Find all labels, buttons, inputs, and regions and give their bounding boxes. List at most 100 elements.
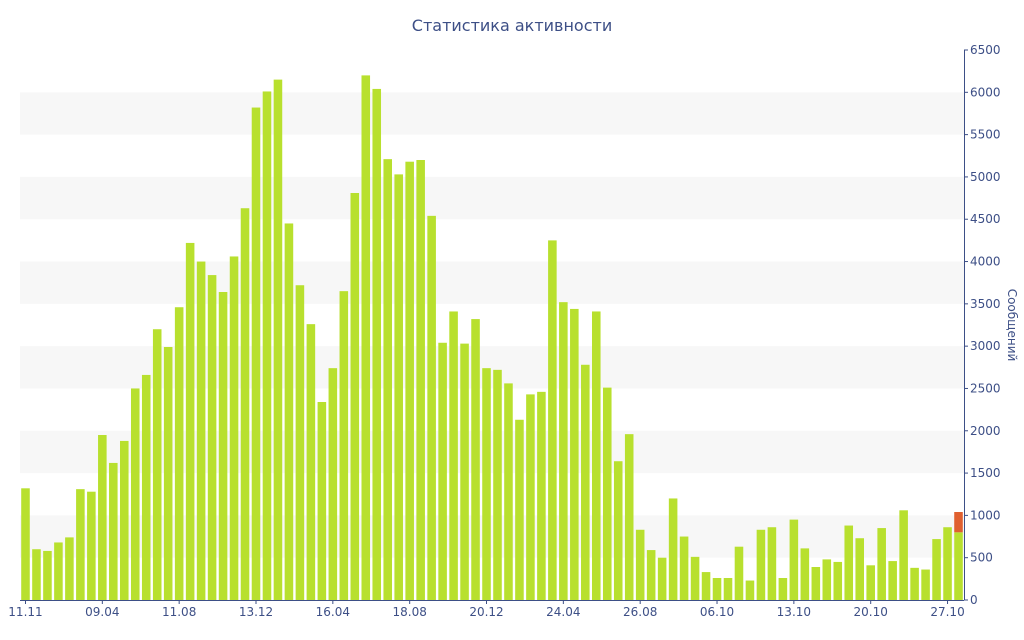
bar — [866, 565, 875, 600]
bar — [372, 88, 382, 600]
bar — [328, 368, 338, 600]
bar — [515, 419, 524, 600]
bar — [163, 347, 173, 600]
bar — [493, 369, 502, 600]
x-tick-label: 11.11 — [8, 605, 42, 619]
bar — [98, 435, 107, 600]
y-tick-label: 4500 — [970, 212, 1001, 226]
y-tick-label: 3000 — [970, 339, 1001, 353]
bar — [218, 292, 228, 600]
bar — [767, 527, 777, 600]
bar — [668, 498, 678, 600]
bar — [251, 107, 261, 601]
bar — [635, 529, 645, 600]
bar — [910, 567, 919, 600]
grid-band — [20, 261, 964, 304]
x-tick-label: 18.08 — [392, 605, 426, 619]
bar — [262, 91, 272, 600]
bar — [185, 242, 195, 600]
bar — [350, 193, 360, 600]
bar — [679, 536, 689, 600]
bar — [471, 319, 480, 600]
bar — [646, 550, 656, 600]
bar — [240, 208, 250, 600]
bar — [613, 461, 623, 600]
bar — [76, 489, 85, 600]
bar — [778, 578, 788, 600]
bar — [306, 324, 316, 600]
bar — [449, 311, 458, 600]
bar — [109, 462, 118, 600]
y-tick-label: 0 — [970, 593, 978, 607]
x-tick-label: 24.04 — [546, 605, 580, 619]
x-tick-label: 20.10 — [854, 605, 888, 619]
bar — [734, 546, 744, 600]
x-tick-label: 11.08 — [162, 605, 196, 619]
grid-bands — [20, 92, 964, 558]
y-tick-label: 500 — [970, 551, 993, 565]
bar — [504, 383, 513, 600]
grid-band — [20, 430, 964, 474]
y-axis-title: Сообщений — [1005, 289, 1019, 362]
bar — [119, 440, 129, 600]
x-tick-label: 09.04 — [85, 605, 119, 619]
bar — [54, 542, 63, 600]
bar — [130, 388, 140, 600]
bar — [559, 302, 568, 600]
bars — [21, 75, 963, 601]
bar — [921, 569, 930, 600]
bar — [196, 261, 206, 600]
bar — [855, 538, 865, 600]
bar — [932, 539, 941, 600]
bar — [295, 285, 305, 600]
x-tick-label: 13.10 — [777, 605, 811, 619]
bar — [723, 578, 733, 600]
y-tick-label: 5500 — [970, 128, 1001, 142]
bar — [844, 525, 854, 600]
x-tick-label: 20.12 — [469, 605, 503, 619]
bar — [394, 174, 403, 600]
x-tick-label: 27.10 — [930, 605, 964, 619]
bar — [888, 561, 897, 600]
bar — [822, 559, 832, 600]
bar — [899, 510, 908, 600]
bar — [690, 556, 700, 600]
bar — [602, 387, 612, 600]
bar — [537, 391, 546, 600]
y-tick-label: 1000 — [970, 508, 1001, 522]
y-tick-label: 4000 — [970, 255, 1001, 269]
bar — [317, 402, 327, 600]
axes — [20, 49, 968, 604]
y-tick-label: 5000 — [970, 170, 1001, 184]
bar — [745, 580, 755, 600]
chart-title: Статистика активности — [411, 16, 613, 35]
y-tick-label: 1500 — [970, 466, 1001, 480]
bar — [624, 434, 634, 600]
bar — [877, 528, 886, 600]
x-tick-label: 26.08 — [623, 605, 657, 619]
bar — [21, 488, 30, 600]
y-tick-label: 2000 — [970, 424, 1001, 438]
bar — [284, 223, 294, 600]
y-tick-label: 3500 — [970, 297, 1001, 311]
bar — [800, 548, 810, 600]
bar — [339, 291, 349, 600]
bar — [361, 75, 371, 600]
x-tick-labels: 11.11 09.04 11.08 13.12 16.04 18.08 20.12 24.04… — [8, 605, 964, 619]
x-tick-label: 16.04 — [316, 605, 350, 619]
y-tick-label: 6500 — [970, 43, 1001, 57]
y-tick-label: 6000 — [970, 85, 1001, 99]
bar — [712, 578, 722, 600]
bar — [438, 342, 447, 600]
bar — [657, 557, 667, 600]
bar — [756, 529, 766, 600]
x-tick-label: 06.10 — [700, 605, 734, 619]
y-tick-labels: 0 500 1000 1500 2000 2500 3000 3500 4000 4500 5000… — [970, 43, 1001, 607]
bar — [943, 527, 952, 600]
bar — [811, 567, 821, 600]
bar — [152, 329, 162, 600]
bar — [954, 532, 963, 600]
bar — [581, 364, 590, 600]
